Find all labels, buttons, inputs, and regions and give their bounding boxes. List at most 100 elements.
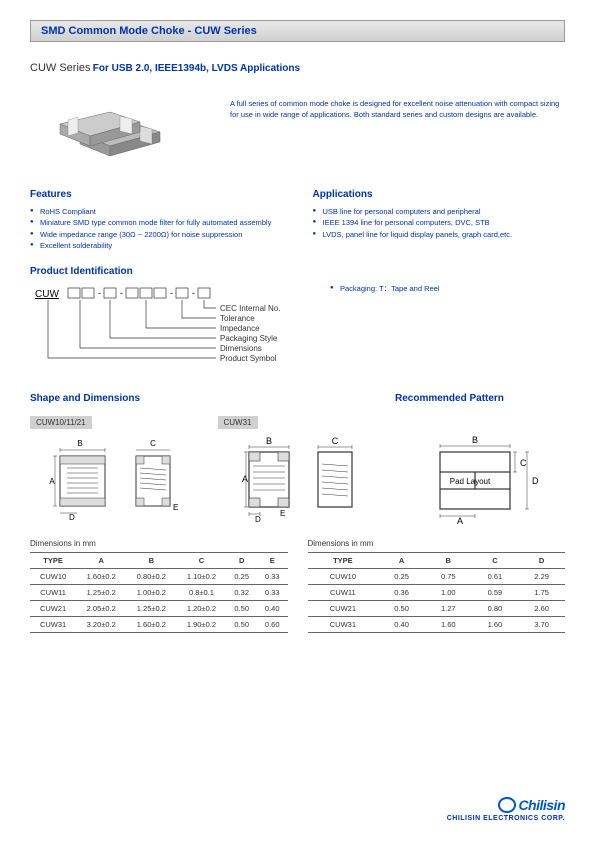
table-cell: 0.36 <box>378 585 425 601</box>
table-row: CUW110.361.000.591.75 <box>308 585 566 601</box>
table-row: CUW100.250.750.612.29 <box>308 569 566 585</box>
table-cell: 0.25 <box>378 569 425 585</box>
table-cell: 0.50 <box>226 601 256 617</box>
dim-title-1: Dimensions in mm <box>30 539 288 548</box>
shape-diagram-1: CUW10/11/21 B A <box>30 416 198 529</box>
table-cell: 0.40 <box>257 601 288 617</box>
table-cell: 1.60±0.2 <box>76 569 126 585</box>
table-cell: 0.25 <box>226 569 256 585</box>
table-cell: 0.32 <box>226 585 256 601</box>
table-cell: 0.80±0.2 <box>126 569 176 585</box>
series-apps: For USB 2.0, IEEE1394b, LVDS Application… <box>93 63 300 74</box>
table-cell: 1.25±0.2 <box>76 585 126 601</box>
applications-item: USB line for personal computers and peri… <box>313 206 566 217</box>
svg-text:CUW: CUW <box>35 289 59 300</box>
table-cell: 0.50 <box>378 601 425 617</box>
table-cell: CUW31 <box>308 617 379 633</box>
svg-text:-: - <box>120 288 123 298</box>
svg-text:A: A <box>457 516 463 526</box>
svg-text:CEC Internal No.: CEC Internal No. <box>220 304 280 313</box>
svg-text:-: - <box>192 288 195 298</box>
svg-text:E: E <box>280 509 285 518</box>
table-cell: 0.59 <box>472 585 519 601</box>
footer: Chilisin CHILISIN ELECTRONICS CORP. <box>447 797 565 822</box>
table-cell: 0.61 <box>472 569 519 585</box>
table-cell: 1.60 <box>425 617 472 633</box>
table-cell: 1.60 <box>472 617 519 633</box>
table-header: C <box>472 553 519 569</box>
svg-text:B: B <box>266 436 272 446</box>
svg-text:A: A <box>242 474 248 484</box>
packaging-note: Packaging: T：Tape and Reel <box>330 283 440 294</box>
features-item: RoHS Compliant <box>30 206 283 217</box>
svg-text:D: D <box>69 513 75 522</box>
shape-heading: Shape and Dimensions <box>30 393 385 404</box>
table-cell: 0.40 <box>378 617 425 633</box>
table-cell: 3.70 <box>518 617 565 633</box>
features-item: Miniature SMD type common mode filter fo… <box>30 217 283 228</box>
table-header: TYPE <box>30 553 76 569</box>
table-row: CUW210.501.270.802.60 <box>308 601 566 617</box>
table-2: TYPEABCDCUW100.250.750.612.29CUW110.361.… <box>308 552 566 633</box>
table-cell: CUW21 <box>30 601 76 617</box>
table-cell: 1.10±0.2 <box>176 569 226 585</box>
svg-text:Impedance: Impedance <box>220 324 260 333</box>
table-cell: 1.60±0.2 <box>126 617 176 633</box>
shape-label-1: CUW10/11/21 <box>30 416 92 429</box>
pattern-diagram: B Pad Layout C D A <box>405 416 565 529</box>
table-header: TYPE <box>308 553 379 569</box>
table-row: CUW212.05±0.21.25±0.21.20±0.20.500.40 <box>30 601 288 617</box>
table-cell: 2.60 <box>518 601 565 617</box>
svg-text:B: B <box>472 435 478 445</box>
applications-heading: Applications <box>313 189 566 200</box>
table-cell: 1.00 <box>425 585 472 601</box>
svg-text:D: D <box>532 476 539 486</box>
table-cell: 1.90±0.2 <box>176 617 226 633</box>
table-cell: 0.33 <box>257 585 288 601</box>
shape-label-2: CUW31 <box>218 416 258 429</box>
table-cell: 2.29 <box>518 569 565 585</box>
logo: Chilisin <box>447 797 565 813</box>
table-header: A <box>378 553 425 569</box>
applications-item: IEEE 1394 line for personal computers, D… <box>313 217 566 228</box>
hero-description: A full series of common mode choke is de… <box>230 89 565 120</box>
pattern-heading: Recommended Pattern <box>385 393 565 404</box>
svg-text:-: - <box>98 288 101 298</box>
dim-title-2: Dimensions in mm <box>308 539 566 548</box>
table-cell: CUW31 <box>30 617 76 633</box>
svg-text:C: C <box>520 458 527 468</box>
table-cell: 1.27 <box>425 601 472 617</box>
svg-text:Pad Layout: Pad Layout <box>450 477 491 486</box>
table-cell: CUW10 <box>308 569 379 585</box>
subtitle: CUW Series For USB 2.0, IEEE1394b, LVDS … <box>30 62 565 74</box>
svg-text:Product Symbol: Product Symbol <box>220 354 277 363</box>
table-cell: 1.00±0.2 <box>126 585 176 601</box>
dimensions-table-1: Dimensions in mm TYPEABCDECUW101.60±0.20… <box>30 539 288 633</box>
table-row: CUW101.60±0.20.80±0.21.10±0.20.250.33 <box>30 569 288 585</box>
product-id-section: Product Identification CUW - - - - <box>30 266 565 378</box>
svg-text:-: - <box>170 288 173 298</box>
svg-text:C: C <box>332 436 339 446</box>
table-header: E <box>257 553 288 569</box>
dimensions-table-2: Dimensions in mm TYPEABCDCUW100.250.750.… <box>308 539 566 633</box>
features-heading: Features <box>30 189 283 200</box>
table-cell: 0.60 <box>257 617 288 633</box>
title-bar: SMD Common Mode Choke - CUW Series <box>30 20 565 42</box>
features-list: RoHS CompliantMiniature SMD type common … <box>30 206 283 251</box>
series-name: CUW Series <box>30 62 91 74</box>
applications-list: USB line for personal computers and peri… <box>313 206 566 240</box>
table-cell: 0.75 <box>425 569 472 585</box>
table-cell: 2.05±0.2 <box>76 601 126 617</box>
table-row: CUW313.20±0.21.60±0.21.90±0.20.500.60 <box>30 617 288 633</box>
hero-row: A full series of common mode choke is de… <box>30 89 565 169</box>
table-1: TYPEABCDECUW101.60±0.20.80±0.21.10±0.20.… <box>30 552 288 633</box>
svg-text:B: B <box>77 439 82 448</box>
table-cell: CUW10 <box>30 569 76 585</box>
table-cell: 1.20±0.2 <box>176 601 226 617</box>
table-row: CUW310.401.601.603.70 <box>308 617 566 633</box>
table-header: B <box>425 553 472 569</box>
svg-text:C: C <box>150 439 156 448</box>
table-header: D <box>518 553 565 569</box>
table-cell: 1.75 <box>518 585 565 601</box>
table-cell: CUW21 <box>308 601 379 617</box>
